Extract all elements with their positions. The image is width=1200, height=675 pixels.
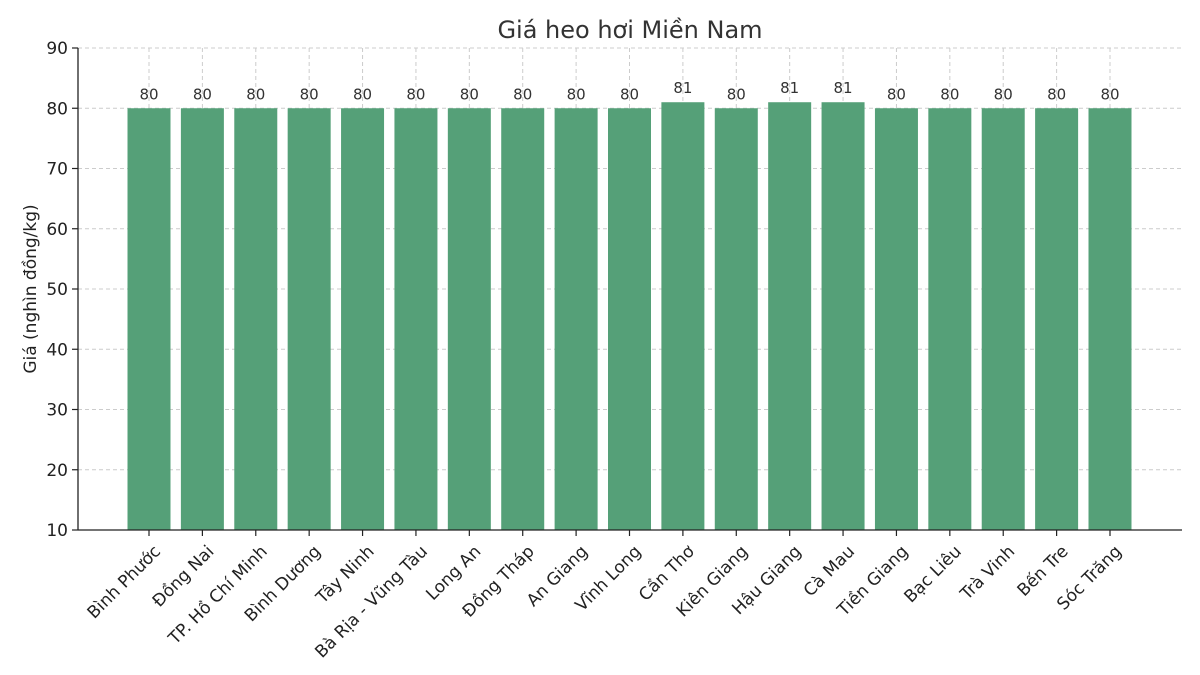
chart-title: Giá heo hơi Miền Nam (497, 16, 762, 44)
bar (180, 108, 224, 530)
bar-value-label: 80 (193, 85, 212, 103)
bar-value-label: 80 (994, 85, 1013, 103)
bar (234, 108, 278, 530)
bar (1035, 108, 1079, 530)
bar (287, 108, 331, 530)
x-tick-label: Bạc Liêu (901, 542, 966, 607)
bar (661, 102, 705, 530)
bar-value-label: 80 (406, 85, 425, 103)
bar (608, 108, 651, 530)
bar (768, 102, 812, 530)
bar (501, 108, 545, 530)
bar-value-label: 80 (513, 85, 532, 103)
bar-value-label: 80 (353, 85, 372, 103)
bar (1088, 108, 1132, 530)
bar-value-label: 80 (139, 85, 158, 103)
bar (394, 108, 438, 530)
x-tick-label: Bình Phước (84, 542, 165, 623)
bar-value-label: 81 (834, 79, 853, 97)
bar-value-label: 80 (887, 85, 906, 103)
bar (981, 108, 1025, 530)
bar-value-label: 80 (1100, 85, 1119, 103)
bar-value-label: 80 (246, 85, 265, 103)
bar (127, 108, 171, 530)
y-tick-label: 50 (46, 280, 68, 300)
bar-value-label: 80 (620, 85, 639, 103)
y-axis-label: Giá (nghìn đồng/kg) (20, 204, 41, 373)
bar (821, 102, 865, 530)
bar (341, 108, 385, 530)
y-tick-labels: 10 20 30 40 50 60 70 80 90 (46, 39, 78, 541)
bar-value-label: 81 (673, 79, 692, 97)
bars (127, 102, 1132, 530)
bar-value-label: 80 (300, 85, 319, 103)
y-tick-label: 40 (46, 340, 68, 360)
bar-value-label: 81 (780, 79, 799, 97)
bar (554, 108, 598, 530)
bar-value-label: 80 (567, 85, 586, 103)
y-tick-label: 30 (46, 401, 68, 421)
y-tick-label: 70 (46, 160, 68, 180)
y-tick-label: 60 (46, 220, 68, 240)
bar-value-label: 80 (727, 85, 746, 103)
bar (874, 108, 918, 530)
y-tick-label: 10 (46, 521, 68, 541)
x-tick-label: TP. Hồ Chí Minh (163, 541, 271, 649)
x-tick-label: Trà Vinh (956, 542, 1019, 605)
y-tick-label: 20 (46, 461, 68, 481)
y-tick-label: 90 (46, 39, 68, 59)
data-labels: 80 80 80 80 80 80 80 80 80 80 81 80 81 81 80 80 80 80 80 (139, 79, 1119, 103)
bar-value-label: 80 (940, 85, 959, 103)
bar (714, 108, 758, 530)
bar-value-label: 80 (1047, 85, 1066, 103)
bar (447, 108, 491, 530)
y-tick-label: 80 (46, 99, 68, 119)
bar-value-label: 80 (460, 85, 479, 103)
bar (928, 108, 972, 530)
